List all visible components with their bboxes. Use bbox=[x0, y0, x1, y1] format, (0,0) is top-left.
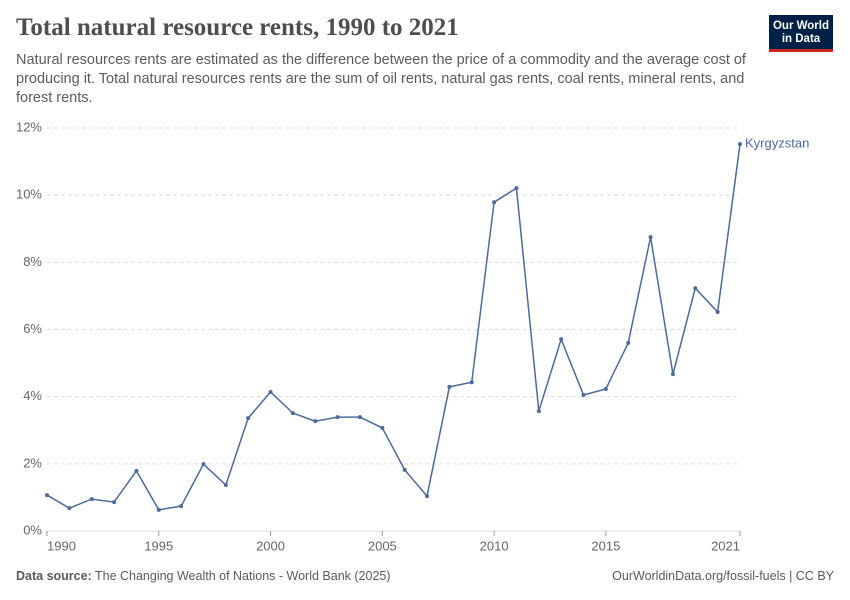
point bbox=[313, 419, 318, 424]
url[interactable]: OurWorldinData.org/fossil-fuels | CC BY bbox=[612, 569, 834, 583]
y-tick-label: 8% bbox=[23, 254, 42, 269]
point bbox=[648, 235, 653, 240]
x-tick-label: 2005 bbox=[368, 538, 397, 553]
chart-title: Total natural resource rents, 1990 to 20… bbox=[16, 14, 459, 41]
point bbox=[492, 200, 497, 205]
y-tick-label: 12% bbox=[16, 119, 42, 134]
point bbox=[290, 411, 295, 416]
chart-subtitle: Natural resources rents are estimated as… bbox=[16, 52, 746, 106]
point bbox=[134, 468, 139, 473]
point bbox=[469, 380, 474, 385]
y-tick-label: 6% bbox=[23, 321, 42, 336]
point bbox=[357, 415, 362, 420]
point bbox=[425, 494, 430, 499]
x-tick-label: 2010 bbox=[480, 538, 509, 553]
point bbox=[335, 415, 340, 420]
point bbox=[45, 493, 49, 498]
source-text: The Changing Wealth of Nations - World B… bbox=[94, 569, 391, 583]
point bbox=[536, 409, 541, 414]
point bbox=[559, 337, 564, 342]
point bbox=[89, 497, 94, 502]
y-tick-label: 10% bbox=[16, 187, 42, 202]
logo-text: Our World bbox=[772, 20, 829, 32]
y-tick-label: 0% bbox=[23, 522, 42, 537]
x-tick-label: 1990 bbox=[47, 538, 76, 553]
point bbox=[268, 389, 273, 394]
x-tick-label: 1995 bbox=[144, 538, 173, 553]
source: Data source: The Changing Wealth of Nati… bbox=[16, 569, 391, 583]
point bbox=[514, 186, 519, 191]
point bbox=[246, 416, 251, 421]
point bbox=[670, 372, 675, 377]
point bbox=[581, 392, 586, 397]
point bbox=[67, 506, 72, 511]
point bbox=[380, 425, 385, 430]
point bbox=[201, 462, 206, 467]
point bbox=[223, 482, 228, 487]
series-label: Kyrgyzstan bbox=[745, 136, 809, 151]
source-label: Data source: bbox=[16, 569, 92, 583]
logo[interactable]: Our World in Data bbox=[769, 15, 833, 52]
point bbox=[715, 310, 720, 315]
point bbox=[738, 142, 742, 147]
point bbox=[626, 340, 631, 345]
point bbox=[447, 384, 452, 389]
line bbox=[46, 144, 741, 511]
y-tick-label: 2% bbox=[23, 455, 42, 470]
x-tick-label: 2021 bbox=[711, 538, 740, 553]
y-tick-label: 4% bbox=[23, 388, 42, 403]
logo-text: in Data bbox=[781, 33, 821, 45]
x-tick-label: 2015 bbox=[591, 538, 620, 553]
point bbox=[156, 507, 161, 512]
point bbox=[112, 500, 117, 505]
point bbox=[693, 286, 698, 291]
point bbox=[179, 504, 184, 509]
point bbox=[603, 386, 608, 391]
point bbox=[402, 467, 407, 472]
x-tick-label: 2000 bbox=[256, 538, 285, 553]
